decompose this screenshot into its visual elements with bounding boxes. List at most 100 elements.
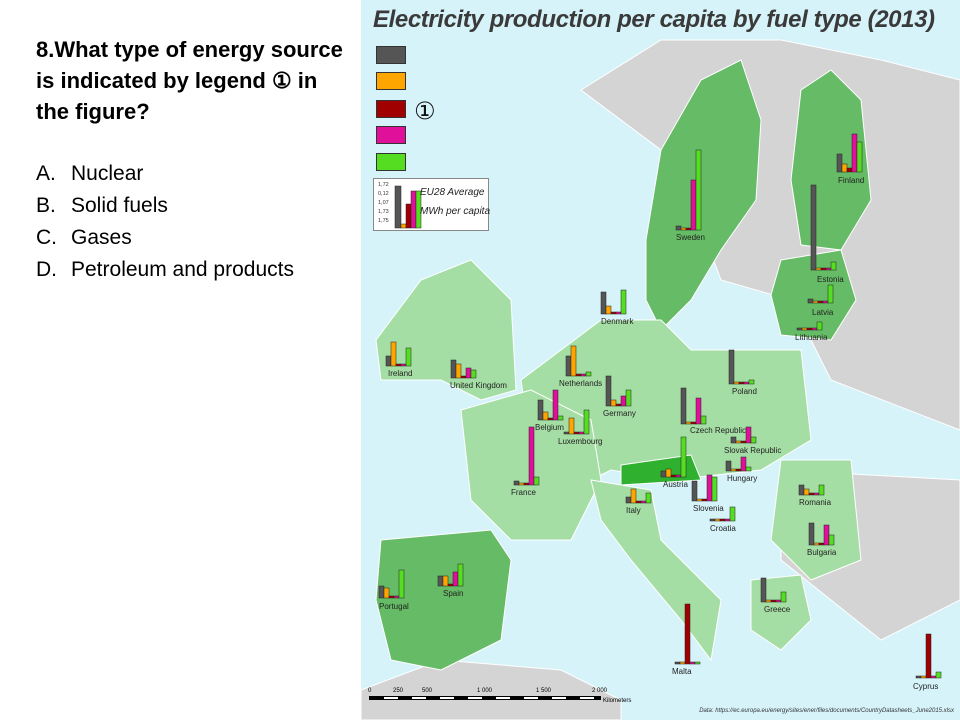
country-bar-group [796, 321, 823, 331]
country-bar-group [385, 341, 412, 367]
country-bar [701, 498, 708, 502]
country-bar [625, 389, 632, 407]
country-bar [690, 179, 697, 231]
country-bar [815, 267, 822, 271]
country-bar [547, 417, 554, 421]
country-bar [812, 300, 819, 304]
country-bar [808, 492, 815, 496]
country-bar [714, 518, 721, 522]
country-bar [442, 575, 449, 587]
option-b[interactable]: B. Solid fuels [36, 190, 294, 222]
country-bar [513, 480, 520, 486]
country-bar [675, 225, 682, 231]
country-bar [670, 474, 677, 478]
country-label: Cyprus [913, 682, 939, 691]
country-bar-group [605, 375, 632, 407]
country-bar [552, 389, 559, 421]
country-label: Ireland [388, 369, 413, 378]
country-label: Belgium [535, 423, 564, 432]
country-bar [528, 426, 535, 486]
country-bar [583, 409, 590, 435]
country-bar [696, 498, 703, 502]
country-bar [600, 291, 607, 315]
country-bar [740, 440, 747, 444]
country-bar [680, 387, 687, 425]
country-label: Luxembourg [558, 437, 603, 446]
country-bar [856, 141, 863, 173]
country-bar [827, 284, 834, 304]
country-bar [803, 488, 810, 496]
country-bar [674, 661, 681, 665]
country-bar [709, 518, 716, 522]
country-bar [437, 575, 444, 587]
country-bar [729, 506, 736, 522]
country-label: Austria [663, 480, 688, 489]
country-label: Hungary [727, 474, 758, 483]
legend-swatch-1 [376, 46, 406, 64]
country-bar [470, 369, 477, 379]
country-bar [740, 456, 747, 472]
avg-value: 1,75 [378, 218, 389, 224]
country-bar [645, 492, 652, 504]
option-d[interactable]: D. Petroleum and products [36, 254, 294, 286]
country-bar [775, 599, 782, 603]
country-bar [383, 587, 390, 599]
country-bar [808, 522, 815, 546]
country-bar [813, 492, 820, 496]
country-label: Poland [732, 387, 757, 396]
country-label: Malta [672, 667, 692, 676]
country-bar-group [680, 387, 707, 425]
country-label: Germany [603, 409, 636, 418]
country-bar-group [378, 569, 405, 599]
country-bar [851, 133, 858, 173]
country-bar [807, 298, 814, 304]
country-label: Sweden [676, 233, 705, 242]
country-bar [811, 327, 818, 331]
country-bar [557, 415, 564, 421]
country-bar-group [450, 359, 477, 379]
option-c[interactable]: C. Gases [36, 222, 294, 254]
country-bar [452, 571, 459, 587]
scale-tick: 500 [422, 688, 433, 694]
country-bar [748, 379, 755, 385]
country-bar [685, 421, 692, 425]
scale-tick: 1 500 [536, 688, 552, 694]
country-bar-group [760, 577, 787, 603]
country-bar [798, 484, 805, 496]
country-bar [460, 375, 467, 379]
option-text: Gases [71, 226, 132, 249]
scale-unit: Kilometers [603, 698, 632, 704]
country-bar [735, 468, 742, 472]
country-bar-group [915, 633, 942, 679]
europe-map: Electricity production per capita by fue… [361, 0, 960, 720]
country-bar-group [798, 484, 825, 496]
country-bar-group [730, 426, 757, 444]
option-a[interactable]: A. Nuclear [36, 158, 294, 190]
country-label: Czech Republic [690, 426, 747, 435]
country-bar [706, 474, 713, 502]
country-label: Netherlands [559, 379, 603, 388]
land-iberia [375, 529, 512, 671]
country-bar [765, 599, 772, 603]
legend-swatch-3 [376, 100, 406, 118]
country-bar-group [725, 456, 752, 472]
option-letter: D. [36, 258, 57, 281]
country-bar-group [728, 349, 755, 385]
country-bar [565, 355, 572, 377]
country-bar-group [563, 409, 590, 435]
scale-bar [369, 696, 601, 700]
country-bar-group [709, 506, 736, 522]
country-label: Croatia [710, 524, 736, 533]
country-bar [625, 496, 632, 504]
country-bar [728, 349, 735, 385]
avg-value: 0,12 [378, 191, 389, 197]
country-bar [695, 397, 702, 425]
scale-tick: 250 [393, 688, 404, 694]
country-label: Slovenia [693, 504, 724, 513]
country-label: Romania [799, 498, 832, 507]
country-bar [635, 500, 642, 504]
option-text: Solid fuels [71, 194, 168, 217]
scale-tick: 2 000 [592, 688, 608, 694]
country-bar [724, 518, 731, 522]
legend-swatch-2 [376, 72, 406, 90]
